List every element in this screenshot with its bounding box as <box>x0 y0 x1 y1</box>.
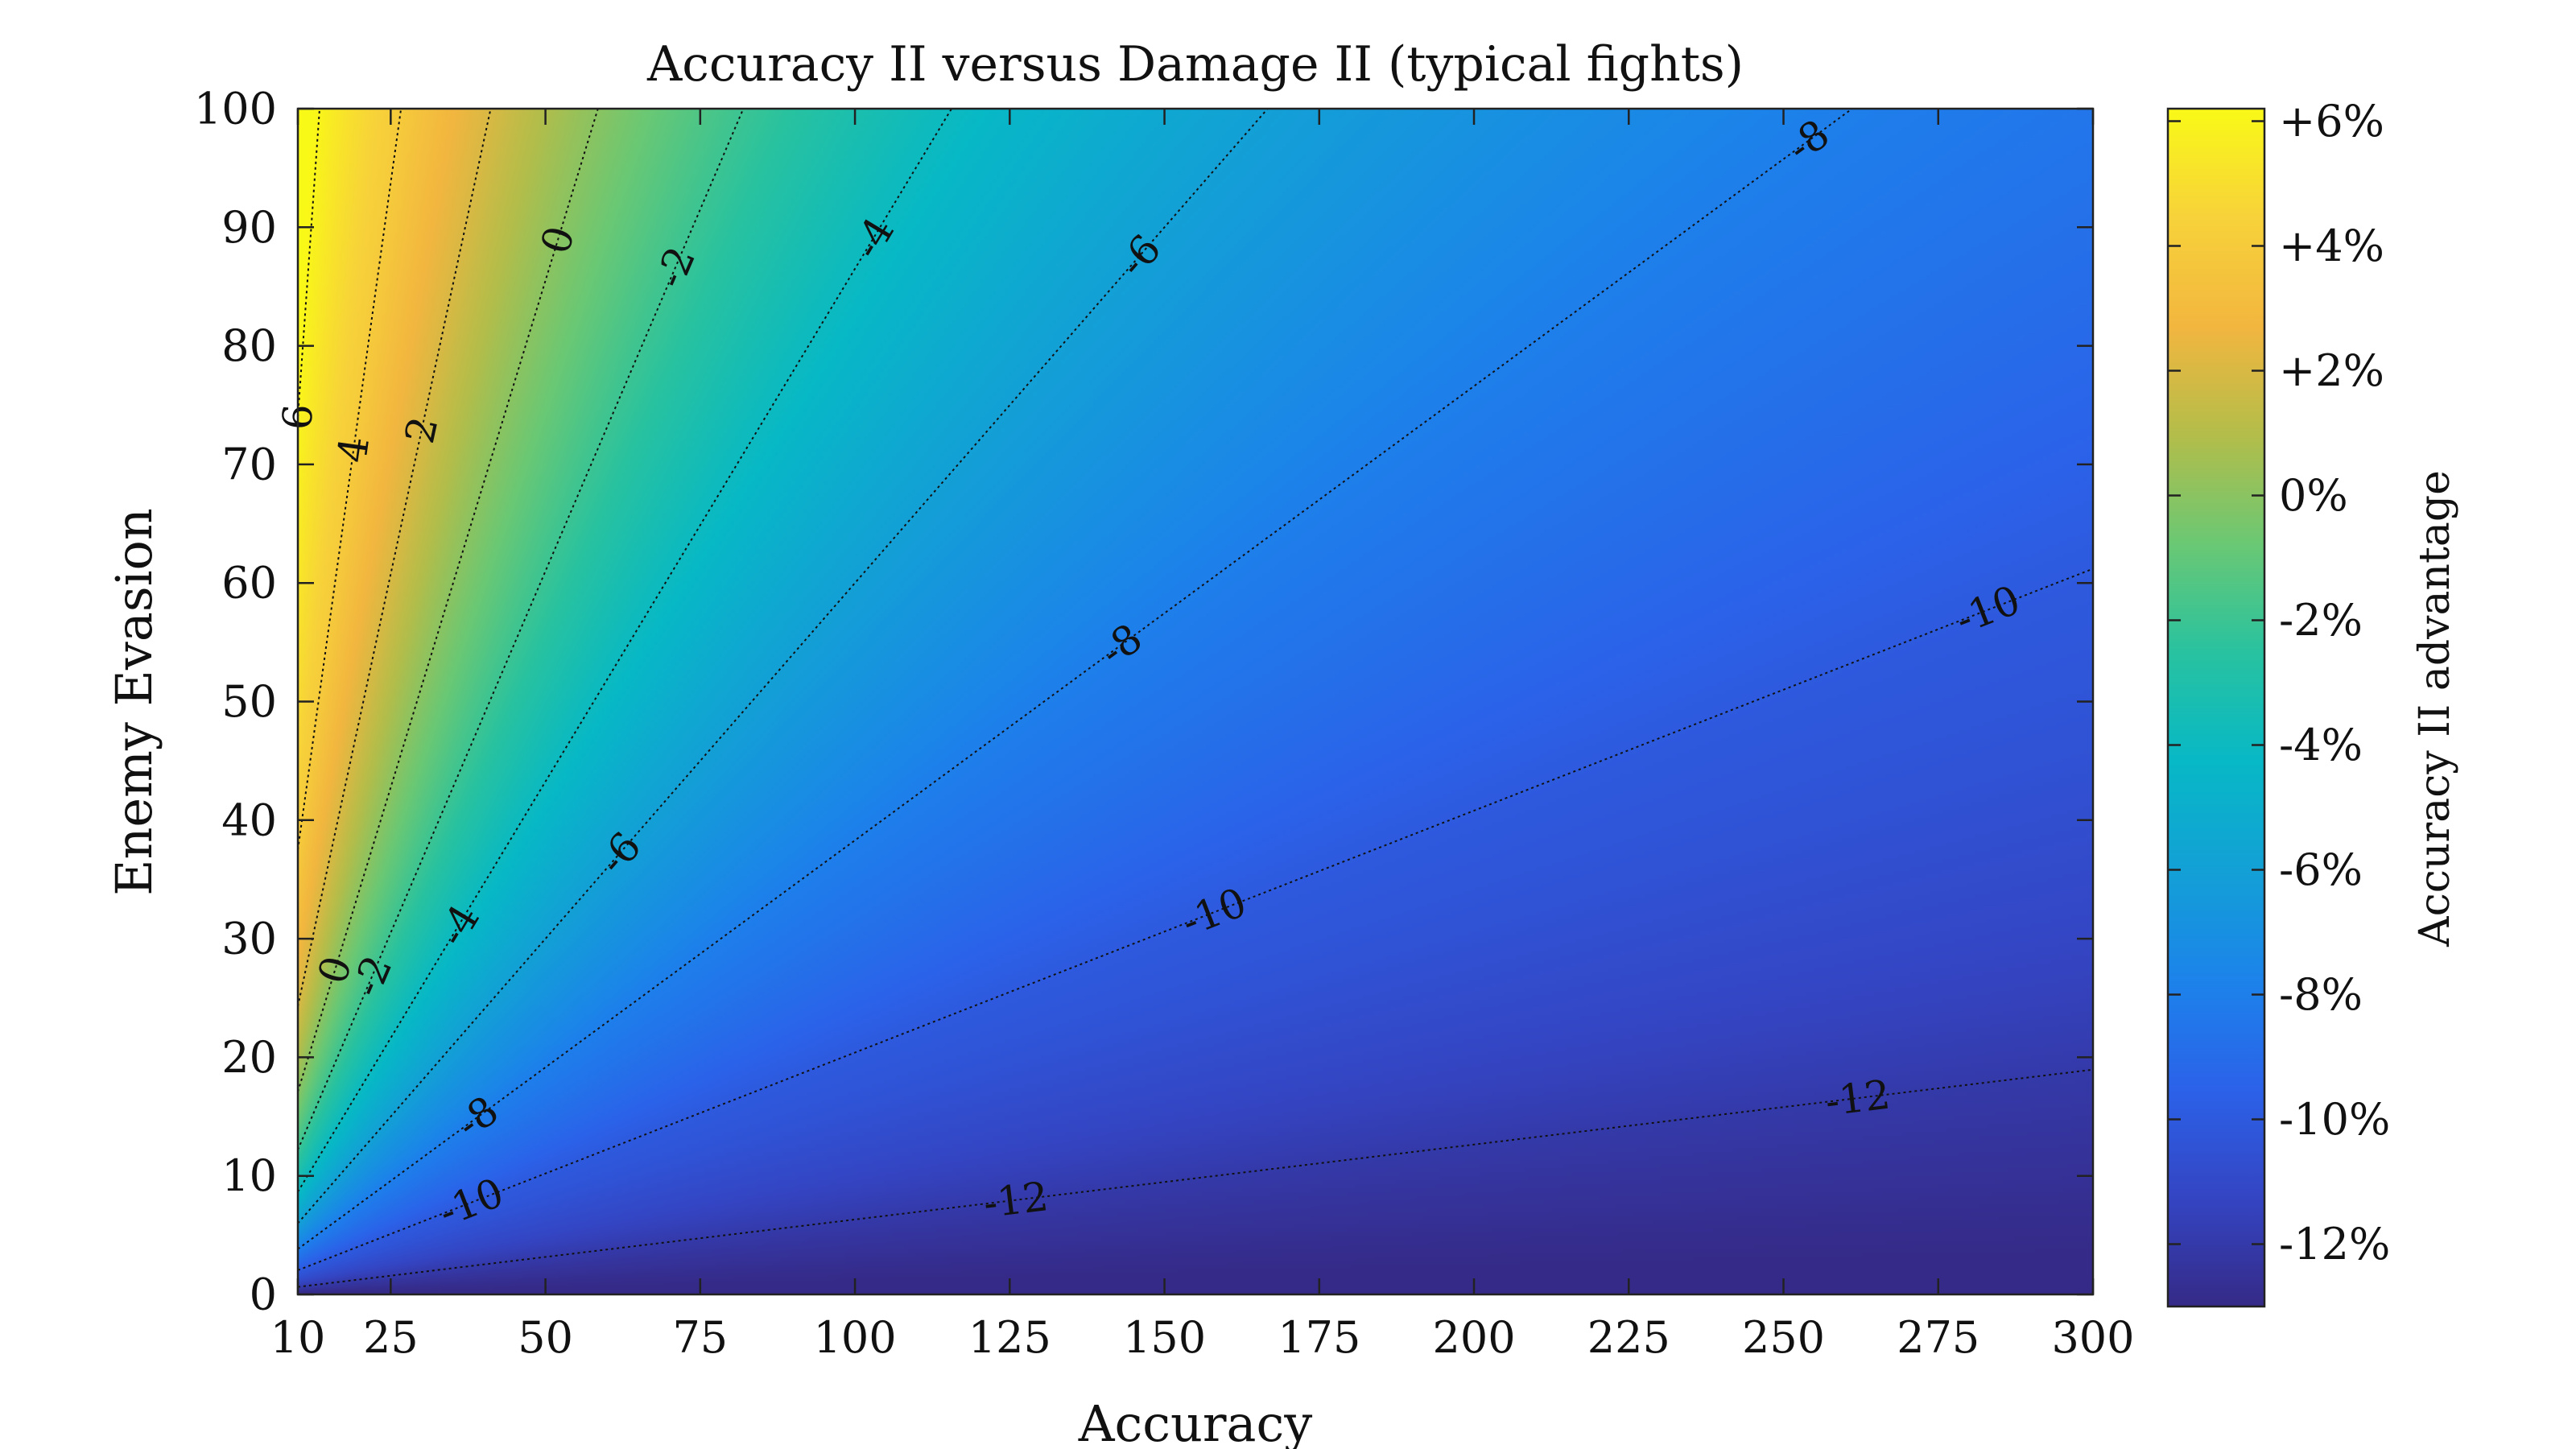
colorbar-tick-label: 0% <box>2279 470 2348 521</box>
x-tick-label: 250 <box>1742 1312 1825 1363</box>
y-tick-label: 20 <box>221 1032 277 1083</box>
y-tick-label: 0 <box>250 1269 277 1320</box>
colorbar-tick-label: -2% <box>2279 595 2363 646</box>
colorbar-tick-label: +6% <box>2279 96 2384 147</box>
contour-line <box>298 109 492 1007</box>
x-tick-label: 75 <box>672 1312 728 1363</box>
colorbar-label: Accuracy II advantage <box>2411 470 2459 947</box>
x-tick-label: 175 <box>1278 1312 1360 1363</box>
y-tick-label: 80 <box>221 320 277 371</box>
x-tick-label: 100 <box>814 1312 897 1363</box>
contour-line <box>298 109 1853 1250</box>
y-tick-label: 40 <box>221 795 277 845</box>
contour-line <box>298 109 599 1092</box>
contour-line <box>298 109 321 418</box>
y-tick-label: 60 <box>221 558 277 609</box>
x-axis-label: Accuracy <box>1078 1394 1313 1449</box>
colorbar-tick-label: -8% <box>2279 969 2363 1020</box>
y-tick-label: 10 <box>221 1150 277 1201</box>
y-tick-label: 90 <box>221 202 277 253</box>
contour-label: 4 <box>328 434 378 465</box>
contour-line <box>298 109 1269 1224</box>
x-tick-label: 200 <box>1432 1312 1515 1363</box>
x-tick-label: 125 <box>968 1312 1051 1363</box>
contour-label: -12 <box>981 1173 1051 1227</box>
contour-line <box>298 1068 2093 1288</box>
colorbar-tick-label: +4% <box>2279 221 2384 271</box>
x-tick-label: 300 <box>2051 1312 2134 1363</box>
contour-label: -12 <box>1823 1071 1893 1125</box>
y-axis-label: Enemy Evasion <box>105 508 163 896</box>
x-axis: 10 25 50 75 100 125 150 175 200 225 250 275 300 <box>270 109 2135 1363</box>
heatmap-field <box>298 109 2093 1294</box>
contour-line <box>298 568 2093 1271</box>
y-tick-label: 100 <box>194 84 277 134</box>
x-tick-label: 50 <box>518 1312 573 1363</box>
colorbar-tick-label: -10% <box>2279 1094 2390 1145</box>
chart-title: Accuracy II versus Damage II (typical fi… <box>646 36 1744 93</box>
y-tick-label: 50 <box>221 676 277 727</box>
x-tick-label: 10 <box>270 1312 326 1363</box>
y-axis: 0 10 20 30 40 50 60 70 80 90 100 <box>194 84 2093 1320</box>
x-tick-label: 150 <box>1123 1312 1206 1363</box>
y-tick-label: 30 <box>221 914 277 964</box>
x-tick-label: 225 <box>1587 1312 1670 1363</box>
colorbar: +6% +4% +2% 0% -2% -4% -6% -8% -10% -12% Accuracy… <box>2166 96 2459 1308</box>
x-tick-label: 25 <box>363 1312 419 1363</box>
colorbar-scale <box>2166 107 2266 1308</box>
colorbar-ticks: +6% +4% +2% 0% -2% -4% -6% -8% -10% -12% <box>2168 96 2390 1269</box>
colorbar-tick-label: +2% <box>2279 345 2384 396</box>
colorbar-tick-label: -4% <box>2279 720 2363 770</box>
y-tick-label: 70 <box>221 439 277 489</box>
contour-line <box>298 109 952 1193</box>
contour-lines <box>298 109 2093 1288</box>
colorbar-tick-label: -12% <box>2279 1219 2390 1269</box>
x-tick-label: 275 <box>1897 1312 1979 1363</box>
contour-line <box>298 109 402 850</box>
colorbar-tick-label: -6% <box>2279 844 2363 895</box>
